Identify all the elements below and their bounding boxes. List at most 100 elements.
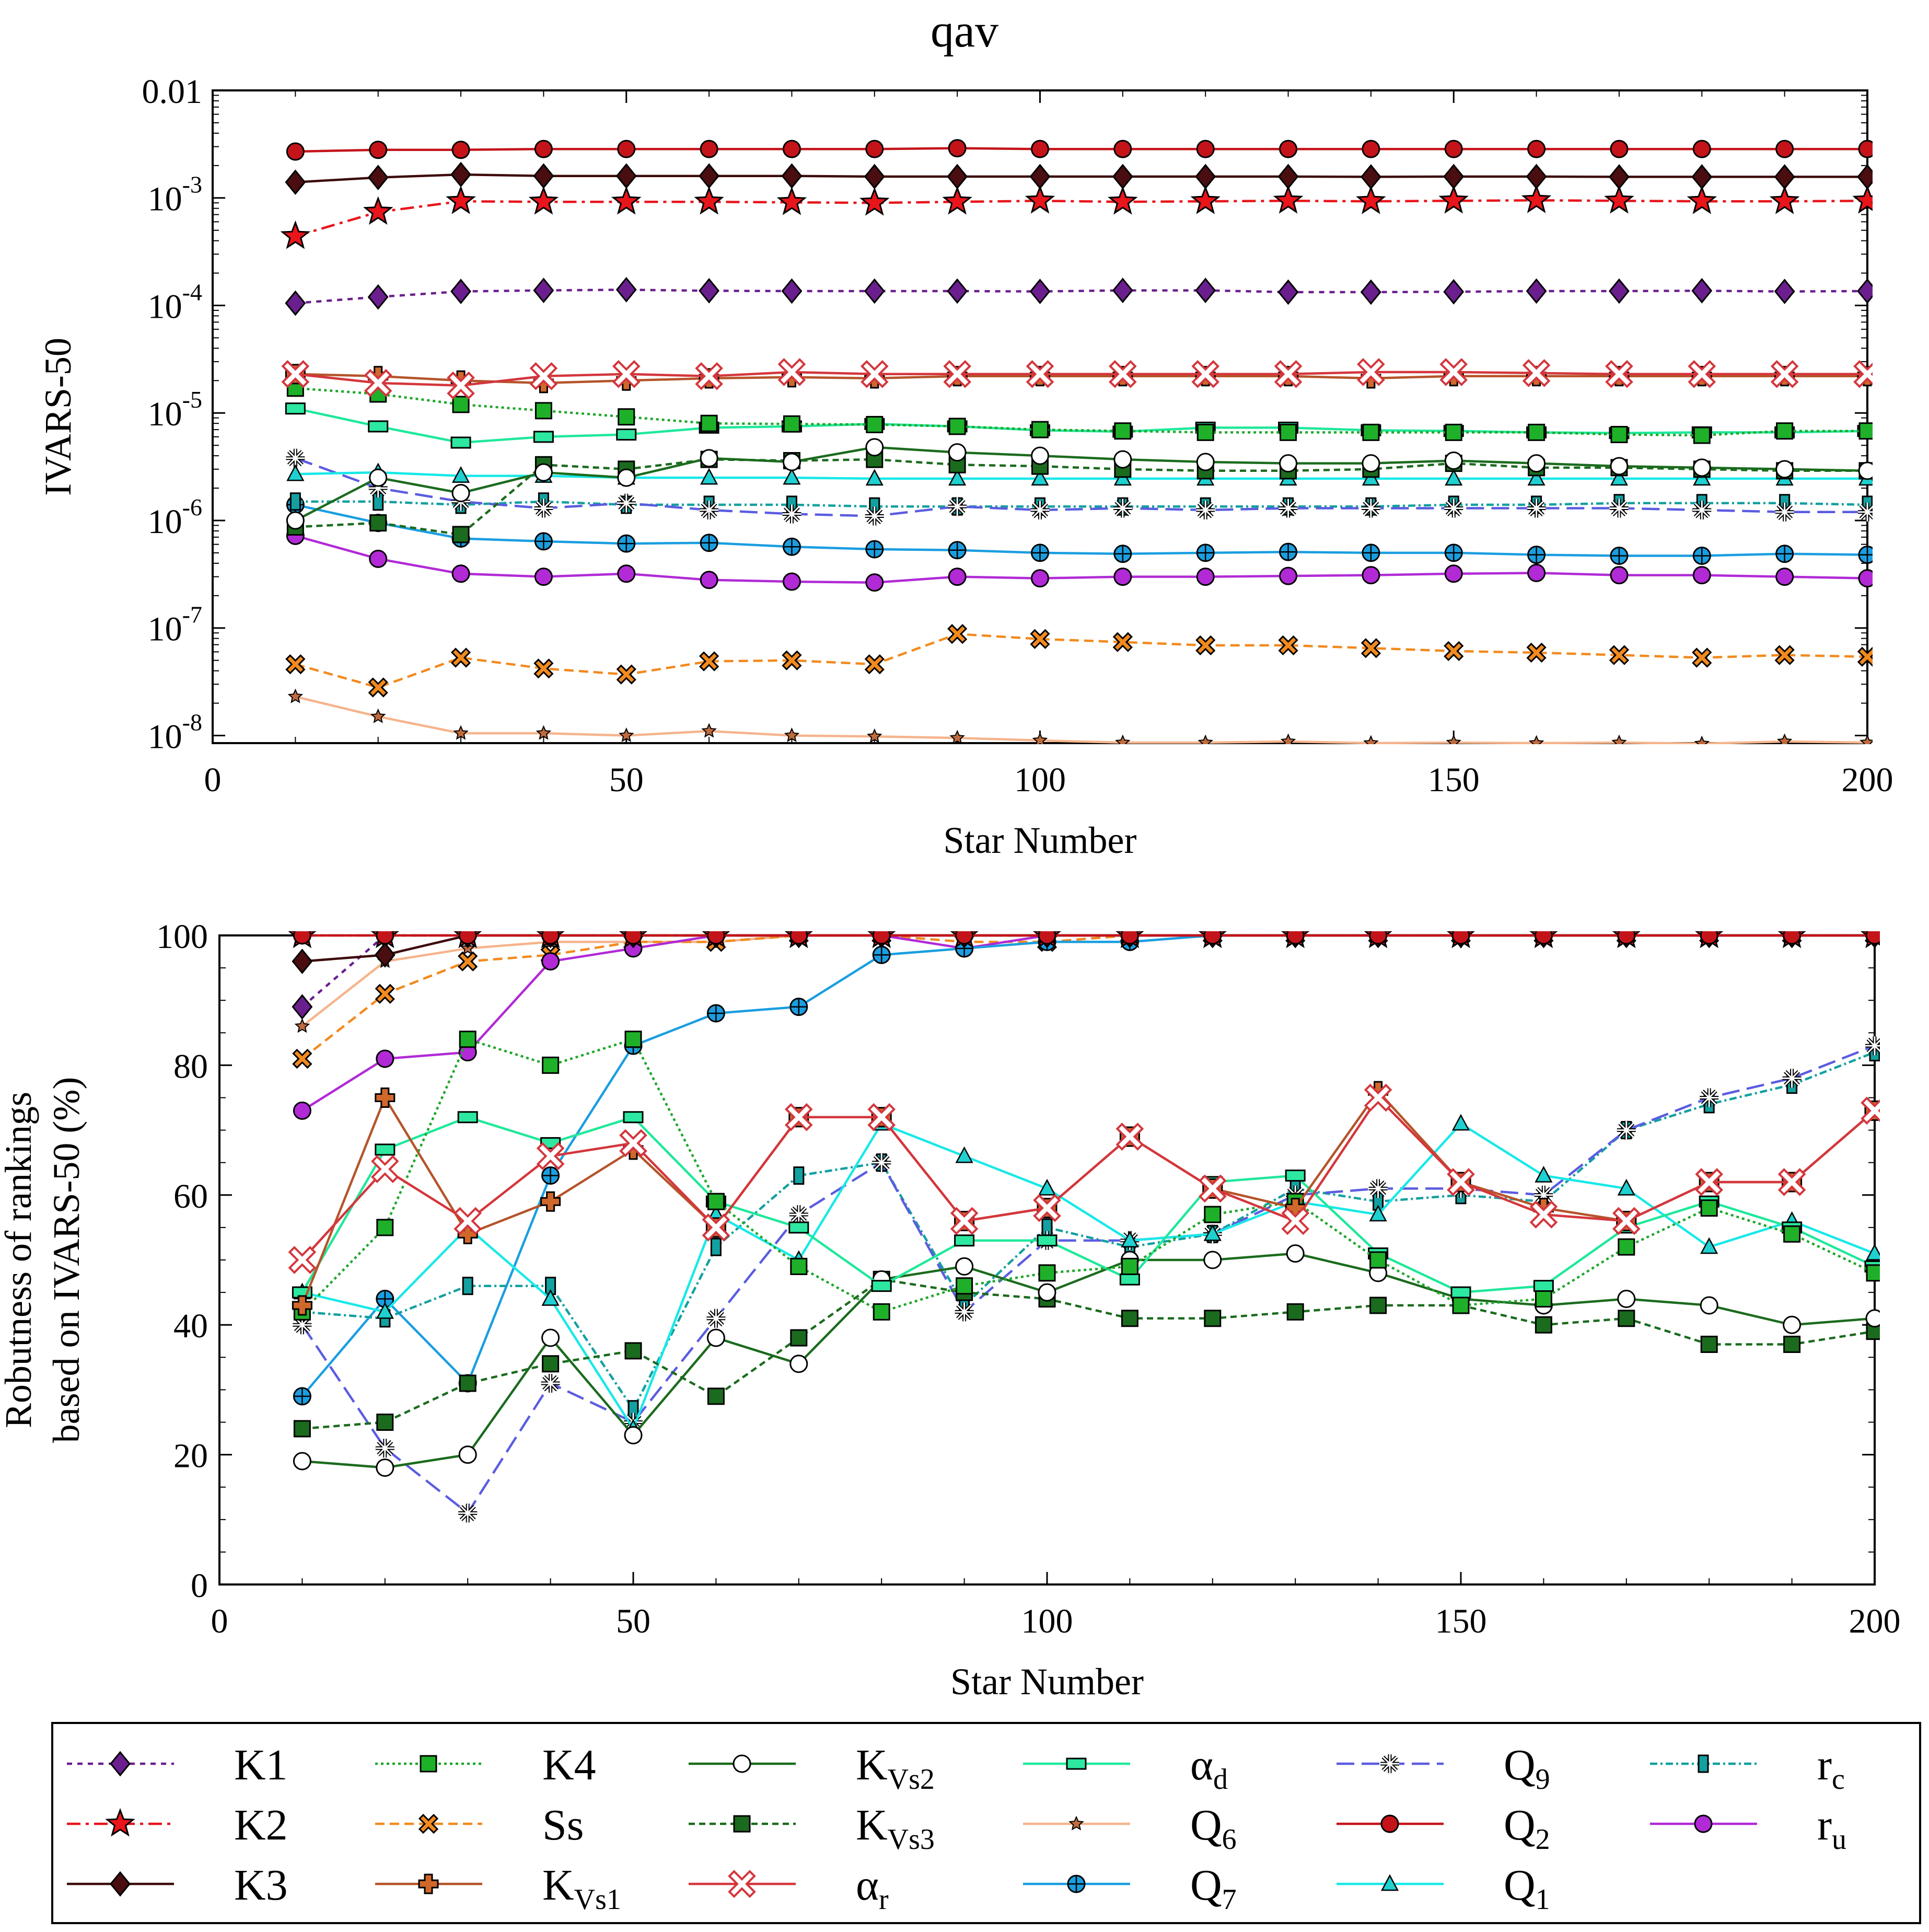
legend-marker-Ss — [418, 1813, 439, 1834]
series-line-Ss — [301, 934, 1875, 1060]
series-line-KVs3 — [295, 458, 1867, 536]
point-K4-30 — [459, 1031, 477, 1048]
point-ad-90 — [954, 1234, 975, 1247]
point-Q2-20 — [369, 141, 388, 159]
point-Q9-70 — [782, 504, 801, 524]
y-tick-label: 10-7 — [148, 601, 202, 649]
point-KVs2-120 — [1196, 453, 1215, 471]
point-K3-110 — [1112, 164, 1133, 190]
series-line-K4 — [301, 1038, 1875, 1313]
point-KVs2-150 — [1444, 452, 1463, 470]
point-ar-10 — [288, 1246, 317, 1274]
series-line-K4 — [295, 387, 1867, 437]
legend-item-Q9: Q9 — [1337, 1741, 1550, 1796]
point-K4-50 — [624, 1031, 642, 1048]
point-Q6-160 — [1528, 735, 1544, 744]
legend-marker-rc — [1698, 1754, 1709, 1773]
series-K3 — [292, 931, 1880, 975]
series-line-Q9 — [301, 1045, 1875, 1514]
point-Q2-10 — [293, 931, 311, 945]
point-Q7-40 — [541, 1166, 560, 1185]
point-ru-110 — [1113, 568, 1132, 586]
series-Ss — [285, 624, 1873, 698]
point-K4-100 — [1031, 421, 1049, 438]
point-Q9-90 — [955, 1302, 974, 1322]
point-ad-40 — [533, 431, 554, 443]
point-ar-80 — [860, 360, 889, 388]
point-Q6-90 — [949, 730, 965, 744]
point-Q6-80 — [866, 728, 882, 743]
legend-item-KVs1: KVs1 — [375, 1861, 621, 1916]
point-ar-170 — [1605, 360, 1633, 388]
point-Q1-100 — [1038, 1178, 1056, 1196]
point-Q9-80 — [872, 1153, 891, 1172]
series-ad — [292, 1111, 1880, 1299]
point-K3-10 — [285, 169, 306, 195]
series-Q9 — [293, 1036, 1880, 1523]
legend-label-Q7: Q7 — [1190, 1861, 1237, 1916]
point-Q2-190 — [1775, 140, 1794, 158]
point-KVs2-200 — [1865, 1309, 1880, 1328]
point-ru-170 — [1610, 566, 1629, 585]
point-Q2-60 — [700, 140, 718, 158]
point-K4-140 — [1362, 423, 1380, 441]
point-Q9-180 — [1692, 501, 1712, 520]
point-K1-120 — [1195, 277, 1216, 304]
point-Q2-10 — [286, 142, 305, 161]
point-K4-110 — [1114, 422, 1132, 440]
point-Q1-80 — [865, 469, 884, 486]
point-K3-140 — [1360, 164, 1381, 190]
legend-marker-K3 — [110, 1871, 131, 1897]
point-ru-40 — [541, 952, 560, 971]
series-line-Q6 — [301, 934, 1875, 1027]
point-K4-60 — [707, 1193, 725, 1210]
point-K2-140 — [1356, 185, 1386, 214]
point-Q7-170 — [1610, 546, 1629, 565]
series-line-KVs2 — [302, 1252, 1875, 1469]
point-ad-30 — [450, 436, 471, 449]
point-Q2-160 — [1527, 140, 1546, 158]
point-KVs2-170 — [1617, 1290, 1636, 1309]
series-layer — [288, 931, 1880, 1523]
point-KVs2-60 — [706, 1328, 725, 1347]
point-Q2-130 — [1286, 931, 1305, 945]
series-line-ru — [295, 535, 1868, 584]
legend-item-ru: ru — [1650, 1801, 1846, 1856]
y-tick-label: 10-3 — [148, 171, 202, 218]
series-K1 — [285, 277, 1873, 316]
point-ru-20 — [376, 1049, 394, 1068]
top-panel-ivars50: 0 50 100 150 200 0.01 10-3 10-4 10-5 10-6 10-7 10-8… — [37, 73, 1893, 861]
series-line-Ss — [295, 632, 1868, 689]
point-Q2-200 — [1858, 140, 1873, 158]
point-ar-110 — [1109, 360, 1137, 388]
point-ad-50 — [623, 1111, 644, 1124]
point-ar-70 — [777, 358, 806, 386]
point-Ss-70 — [782, 650, 802, 670]
legend-label-ad: αd — [1190, 1741, 1228, 1796]
point-ru-130 — [1279, 566, 1298, 585]
series-line-Q9 — [295, 457, 1867, 517]
legend-item-Q6: Q6 — [1023, 1801, 1237, 1856]
point-K4-160 — [1528, 423, 1545, 441]
point-Q7-160 — [1527, 546, 1546, 564]
point-Ss-150 — [1444, 641, 1464, 662]
point-ru-50 — [617, 564, 636, 583]
point-KVs3-70 — [790, 1329, 808, 1347]
point-Ss-10 — [285, 654, 306, 675]
point-K4-160 — [1535, 1290, 1552, 1308]
legend-item-ar: αr — [689, 1861, 889, 1916]
point-Q9-180 — [1700, 1088, 1719, 1107]
point-ad-160 — [1533, 1280, 1554, 1292]
point-Q1-180 — [1700, 1237, 1718, 1254]
x-tick-label: 150 — [1428, 761, 1480, 799]
legend-label-Q9: Q9 — [1504, 1741, 1550, 1796]
point-KVs2-10 — [286, 511, 305, 530]
legend-label-KVs1: KVs1 — [542, 1861, 621, 1916]
legend-label-rc: rc — [1817, 1741, 1845, 1796]
point-Q1-140 — [1369, 1205, 1387, 1222]
series-Ss — [292, 931, 1880, 1069]
point-Q1-30 — [451, 466, 470, 483]
point-Q2-180 — [1700, 931, 1718, 945]
point-Q2-90 — [948, 139, 967, 158]
legend: K1 K4 KVs2 αd Q9 rc K2 Ss KVs3 Q6 Q2 ru K3 KVs1 αr Q7 Q1 — [51, 1722, 1921, 1924]
